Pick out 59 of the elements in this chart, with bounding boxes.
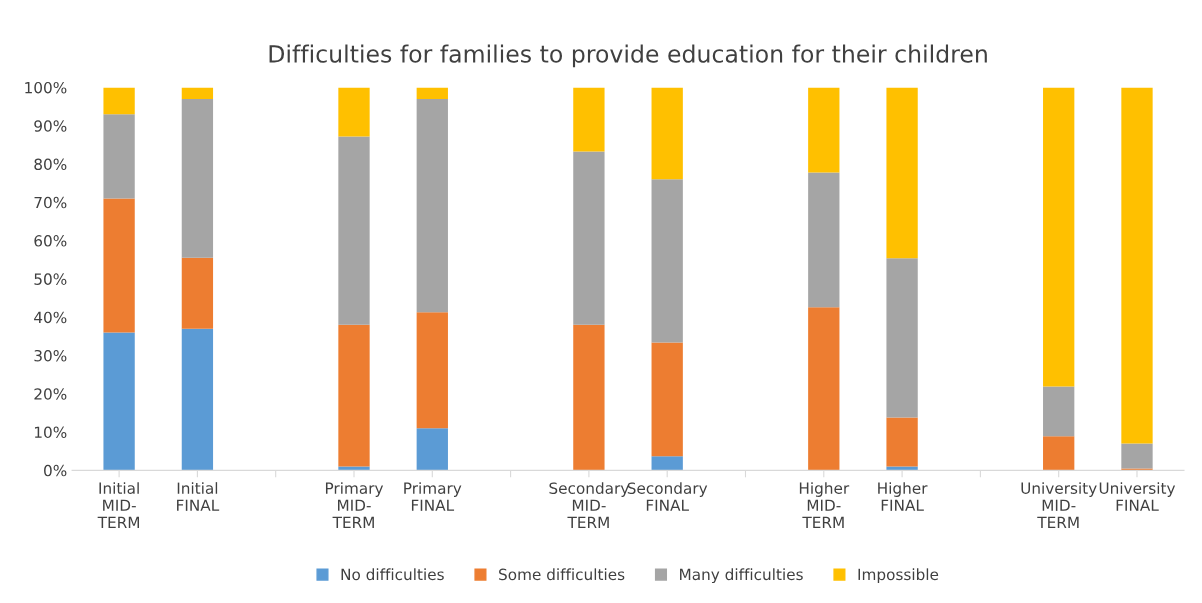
x-tick-label: Initial MID- TERM bbox=[97, 482, 139, 528]
bar bbox=[1121, 87, 1153, 444]
y-tick-label: 90% bbox=[34, 120, 67, 132]
bar bbox=[886, 258, 918, 418]
bar bbox=[416, 312, 448, 429]
bar bbox=[338, 136, 370, 325]
bar bbox=[651, 87, 683, 180]
legend-label: Some difficulties bbox=[499, 568, 625, 581]
y-tick-label: 70% bbox=[34, 196, 67, 209]
bar bbox=[103, 87, 135, 115]
bar bbox=[808, 172, 840, 308]
bar bbox=[808, 87, 840, 173]
bar bbox=[416, 428, 448, 471]
bar bbox=[1043, 386, 1075, 437]
x-tick-label: Higher FINAL bbox=[878, 482, 928, 511]
y-tick-label: 20% bbox=[34, 388, 67, 400]
x-tick-label: Secondary MID- TERM bbox=[549, 482, 629, 528]
legend-label: No difficulties bbox=[341, 568, 444, 581]
bar bbox=[573, 87, 605, 152]
legend-label: Many difficulties bbox=[680, 568, 803, 584]
x-tick-label: Initial FINAL bbox=[177, 482, 220, 511]
y-tick-label: 30% bbox=[34, 349, 67, 362]
bar bbox=[181, 257, 214, 329]
x-tick-label: Higher MID- TERM bbox=[799, 482, 850, 528]
bar bbox=[1121, 443, 1153, 469]
bar bbox=[416, 87, 448, 99]
bar bbox=[886, 417, 918, 467]
bar bbox=[338, 87, 370, 137]
bar bbox=[573, 324, 605, 471]
bar bbox=[886, 87, 918, 259]
y-tick-label: 100% bbox=[25, 81, 67, 94]
bar bbox=[103, 332, 135, 471]
y-tick-label: 80% bbox=[34, 158, 67, 171]
x-tick-label: Primary FINAL bbox=[404, 482, 462, 511]
x-tick-label: Primary MID- TERM bbox=[325, 482, 384, 528]
chart-title: Difficulties for families to provide education for their children bbox=[269, 44, 987, 68]
bar bbox=[651, 342, 683, 457]
bar bbox=[416, 98, 448, 313]
y-tick-label: 10% bbox=[34, 426, 67, 439]
bar bbox=[181, 98, 214, 258]
bar bbox=[181, 87, 214, 99]
bar bbox=[651, 456, 683, 471]
x-tick-label: University MID- TERM bbox=[1021, 482, 1097, 528]
bar bbox=[651, 179, 683, 343]
y-tick-label: 40% bbox=[34, 311, 67, 324]
bar bbox=[1043, 87, 1075, 387]
x-tick-label: University FINAL bbox=[1099, 482, 1176, 511]
bar bbox=[103, 114, 135, 199]
bar bbox=[808, 307, 840, 471]
y-tick-label: 0% bbox=[44, 464, 67, 477]
bar bbox=[1043, 436, 1075, 471]
bar bbox=[338, 324, 370, 467]
x-tick-label: Secondary FINAL bbox=[627, 482, 708, 511]
y-tick-label: 50% bbox=[34, 273, 67, 285]
bar bbox=[573, 151, 605, 325]
legend-label: Impossible bbox=[858, 568, 939, 584]
bar bbox=[103, 198, 135, 333]
bar bbox=[181, 328, 214, 471]
y-tick-label: 60% bbox=[34, 235, 67, 247]
